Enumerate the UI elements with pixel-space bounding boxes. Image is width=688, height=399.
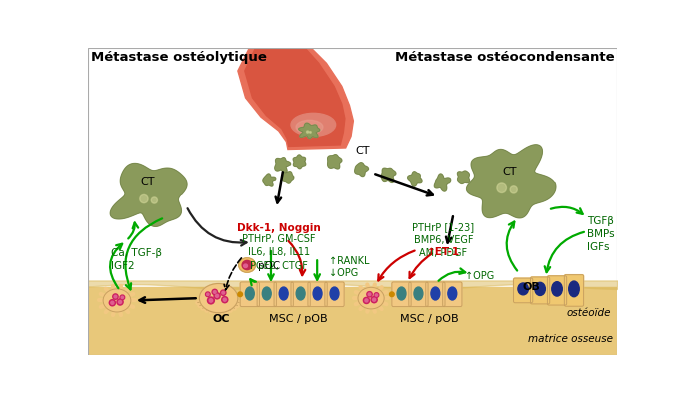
Text: Ca, TGF-β
IGF2: Ca, TGF-β IGF2: [111, 248, 162, 271]
FancyBboxPatch shape: [530, 277, 550, 304]
Circle shape: [310, 132, 311, 133]
Text: CT: CT: [355, 146, 369, 156]
Ellipse shape: [291, 113, 336, 136]
Ellipse shape: [200, 284, 238, 313]
FancyBboxPatch shape: [308, 282, 327, 306]
Circle shape: [121, 296, 124, 298]
Polygon shape: [434, 174, 451, 191]
Text: PTHrP [1-23]
BMP6, VEGF
AM, PDGF: PTHrP [1-23] BMP6, VEGF AM, PDGF: [412, 222, 475, 258]
Ellipse shape: [242, 261, 252, 270]
Text: ↑ET-1: ↑ET-1: [427, 247, 460, 257]
Text: ostéoïde: ostéoïde: [567, 308, 611, 318]
Circle shape: [213, 290, 216, 293]
Circle shape: [215, 294, 219, 297]
Circle shape: [208, 297, 215, 304]
Polygon shape: [293, 155, 305, 169]
Circle shape: [140, 194, 148, 203]
FancyBboxPatch shape: [240, 282, 259, 306]
Ellipse shape: [246, 287, 255, 300]
Polygon shape: [466, 145, 556, 218]
Ellipse shape: [244, 264, 248, 267]
Ellipse shape: [262, 287, 271, 300]
Polygon shape: [327, 155, 342, 169]
Polygon shape: [458, 171, 469, 184]
Ellipse shape: [535, 282, 546, 295]
Polygon shape: [299, 123, 320, 138]
FancyBboxPatch shape: [392, 282, 411, 306]
Ellipse shape: [296, 120, 323, 134]
Circle shape: [497, 183, 506, 192]
Circle shape: [151, 197, 158, 203]
Circle shape: [206, 293, 209, 295]
Text: ↑OPG: ↑OPG: [465, 271, 494, 281]
Circle shape: [371, 296, 377, 303]
FancyBboxPatch shape: [564, 275, 583, 306]
Circle shape: [373, 298, 376, 301]
Circle shape: [389, 292, 394, 296]
Polygon shape: [263, 174, 276, 186]
Circle shape: [221, 290, 226, 295]
Ellipse shape: [448, 287, 457, 300]
Ellipse shape: [296, 287, 305, 300]
Ellipse shape: [279, 287, 288, 300]
Ellipse shape: [414, 287, 423, 300]
Circle shape: [118, 300, 122, 304]
Text: Dkk-1, Noggin: Dkk-1, Noggin: [237, 223, 321, 233]
Ellipse shape: [313, 287, 322, 300]
Text: MSC / pOB: MSC / pOB: [268, 314, 327, 324]
Circle shape: [214, 293, 220, 299]
Circle shape: [120, 295, 125, 300]
Circle shape: [238, 292, 242, 296]
Ellipse shape: [569, 281, 579, 297]
Polygon shape: [245, 48, 345, 146]
Ellipse shape: [431, 287, 440, 300]
Text: CT: CT: [502, 167, 517, 177]
Bar: [88, 286, 618, 355]
Ellipse shape: [330, 287, 339, 300]
Polygon shape: [110, 164, 187, 226]
Ellipse shape: [103, 289, 131, 312]
Text: OB: OB: [522, 282, 540, 292]
Polygon shape: [408, 172, 422, 186]
Circle shape: [307, 131, 309, 133]
Circle shape: [117, 299, 123, 305]
FancyBboxPatch shape: [274, 282, 293, 306]
Polygon shape: [381, 168, 396, 182]
Text: pOC: pOC: [258, 261, 280, 271]
Polygon shape: [275, 158, 290, 173]
Text: MSC / pOB: MSC / pOB: [400, 314, 459, 324]
Circle shape: [113, 294, 118, 299]
Ellipse shape: [518, 283, 528, 295]
Circle shape: [510, 186, 517, 193]
Circle shape: [367, 292, 372, 297]
FancyBboxPatch shape: [257, 282, 277, 306]
Circle shape: [206, 292, 210, 296]
FancyBboxPatch shape: [442, 282, 462, 306]
Circle shape: [368, 293, 371, 296]
Circle shape: [111, 301, 114, 304]
Polygon shape: [355, 163, 369, 177]
FancyBboxPatch shape: [291, 282, 310, 306]
Ellipse shape: [397, 287, 406, 300]
Ellipse shape: [239, 258, 255, 273]
Circle shape: [363, 297, 369, 304]
FancyBboxPatch shape: [325, 282, 344, 306]
Ellipse shape: [358, 287, 384, 309]
Circle shape: [365, 299, 368, 302]
Text: OC: OC: [213, 314, 230, 324]
Text: ↑RANKL
↓OPG: ↑RANKL ↓OPG: [329, 256, 369, 278]
Text: Métastase ostéocondensante: Métastase ostéocondensante: [395, 51, 614, 64]
FancyBboxPatch shape: [513, 278, 533, 303]
Text: PTHrP, GM-CSF
IL6, IL8, IL11
PGE2, CTGF: PTHrP, GM-CSF IL6, IL8, IL11 PGE2, CTGF: [242, 234, 315, 271]
Circle shape: [222, 296, 228, 303]
Circle shape: [376, 294, 378, 296]
Circle shape: [374, 293, 379, 297]
Circle shape: [114, 295, 117, 298]
FancyBboxPatch shape: [548, 276, 567, 305]
Circle shape: [222, 291, 224, 294]
FancyBboxPatch shape: [409, 282, 428, 306]
Circle shape: [212, 289, 217, 295]
Circle shape: [109, 300, 116, 306]
Text: CT: CT: [140, 177, 155, 187]
Text: TGFβ
BMPs
IGFs: TGFβ BMPs IGFs: [587, 216, 614, 252]
